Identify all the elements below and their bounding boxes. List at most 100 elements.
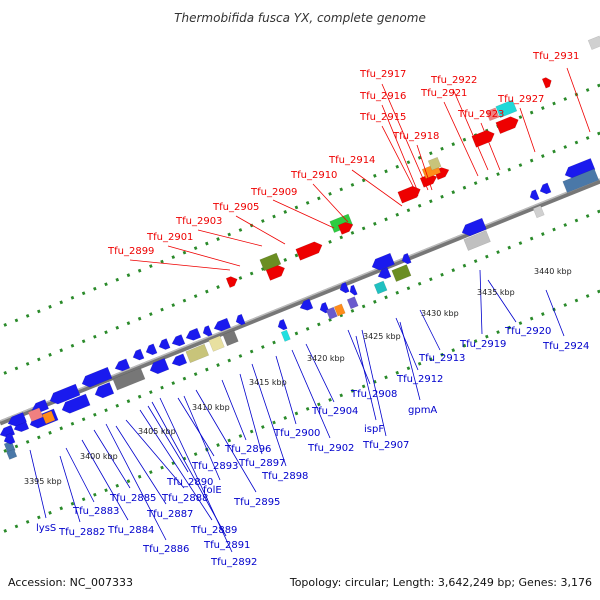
label-connector — [129, 259, 231, 271]
gene-label: Tfu_2919 — [459, 339, 506, 350]
tick-mark — [350, 230, 355, 235]
gene-feature — [391, 264, 412, 282]
tick-mark — [70, 343, 75, 348]
tick-mark — [518, 321, 523, 325]
gene-feature — [371, 252, 395, 271]
tick-mark — [395, 164, 400, 169]
tick-mark — [14, 366, 19, 371]
tick-mark — [563, 97, 568, 101]
tick-mark — [440, 352, 444, 357]
label-connector — [177, 397, 215, 457]
label-connector — [125, 419, 185, 489]
gene-label: Tfu_2887 — [146, 509, 193, 520]
tick-mark — [305, 201, 310, 205]
tick-mark — [283, 258, 288, 262]
tick-mark — [317, 196, 321, 201]
gene-feature — [171, 334, 186, 347]
tick-mark — [70, 501, 75, 506]
tick-mark — [361, 304, 366, 309]
tick-mark — [25, 361, 30, 366]
tick-mark — [93, 286, 97, 291]
label-connector — [545, 289, 565, 337]
gene-label: Tfu_2899 — [107, 246, 154, 257]
tick-mark — [518, 241, 523, 245]
tick-mark — [574, 140, 579, 145]
tick-mark — [350, 308, 355, 313]
label-connector — [487, 279, 517, 323]
tick-mark — [283, 416, 288, 420]
tick-mark — [249, 429, 254, 434]
tick-mark — [529, 236, 534, 241]
gene-label: Tfu_2890 — [166, 477, 213, 488]
tick-mark — [585, 136, 590, 140]
tick-mark — [529, 316, 534, 321]
gene-label: Tfu_2922 — [430, 75, 477, 86]
gene-feature — [587, 35, 600, 50]
label-connector — [183, 395, 221, 481]
tick-mark — [473, 181, 478, 186]
tick-mark — [585, 88, 590, 92]
tick-mark — [261, 345, 265, 349]
tick-mark — [373, 299, 377, 304]
tick-mark — [238, 228, 243, 232]
tick-mark — [429, 357, 433, 362]
gene-feature — [235, 313, 246, 326]
tick-mark — [137, 268, 142, 273]
gene-label: Tfu_2918 — [392, 131, 439, 142]
tick-mark — [249, 349, 254, 354]
gene-feature — [397, 185, 421, 204]
tick-mark — [406, 366, 411, 371]
tick-mark — [149, 390, 153, 395]
tick-mark — [37, 357, 41, 362]
tick-mark — [305, 407, 310, 411]
gene-label: Tfu_2920 — [504, 326, 551, 337]
tick-mark — [429, 199, 433, 204]
gene-feature — [333, 303, 346, 317]
tick-mark — [182, 376, 187, 381]
tick-mark — [126, 399, 131, 404]
gene-label: Tfu_2897 — [238, 458, 285, 469]
label-connector — [272, 199, 335, 229]
tick-mark — [417, 203, 422, 208]
gene-feature — [114, 358, 131, 372]
gene-feature — [171, 353, 188, 367]
gene-feature — [213, 317, 232, 332]
gene-feature — [41, 410, 56, 425]
gene-feature — [6, 448, 18, 460]
gene-feature — [185, 343, 210, 364]
gene-label: Tfu_2902 — [307, 443, 354, 454]
gene-label: Tfu_2917 — [359, 69, 406, 80]
tick-mark — [171, 255, 176, 260]
tick-mark — [104, 330, 108, 335]
tick-mark — [272, 340, 276, 345]
tick-mark — [485, 334, 489, 339]
label-connector — [291, 349, 331, 439]
scale-label: 3400 kbp — [80, 452, 118, 461]
tick-mark — [149, 264, 153, 269]
label-connector — [251, 363, 287, 467]
tick-mark — [48, 510, 52, 515]
tick-mark — [48, 352, 52, 357]
tick-mark — [585, 214, 590, 218]
gene-label: Tfu_2921 — [420, 88, 467, 99]
gene-feature — [427, 156, 442, 171]
gene-label: Tfu_2923 — [457, 109, 504, 120]
tick-mark — [249, 271, 254, 276]
tick-mark — [283, 210, 288, 214]
tick-mark — [462, 137, 467, 142]
tick-mark — [384, 217, 388, 222]
tick-mark — [462, 185, 467, 190]
gene-feature — [208, 335, 225, 352]
tick-mark — [574, 218, 579, 223]
tick-mark — [373, 221, 377, 226]
tick-mark — [261, 425, 265, 429]
tick-mark — [59, 300, 64, 305]
gene-label: gpmA — [408, 405, 437, 416]
tick-mark — [115, 403, 120, 408]
tick-mark — [227, 232, 232, 237]
label-connector — [93, 429, 131, 489]
tick-mark — [3, 448, 8, 453]
tick-mark — [496, 330, 500, 335]
label-connector — [479, 269, 483, 335]
